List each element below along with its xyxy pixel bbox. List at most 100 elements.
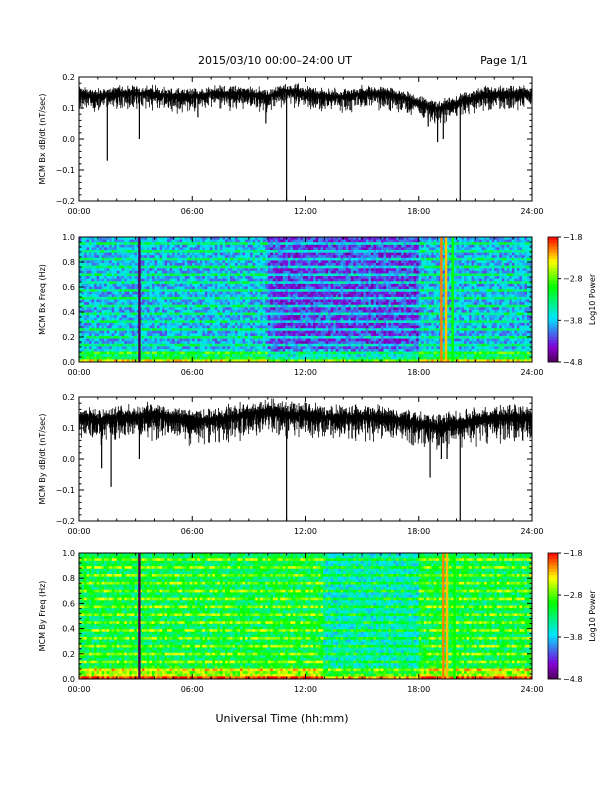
- heatmap-cell: [270, 294, 274, 298]
- heatmap-cell: [212, 343, 216, 347]
- heatmap-cell: [189, 273, 193, 277]
- heatmap-cell: [272, 250, 276, 254]
- heatmap-cell: [272, 265, 276, 269]
- heatmap-cell: [172, 307, 176, 311]
- heatmap-cell: [305, 338, 309, 342]
- heatmap-cell: [174, 237, 178, 240]
- heatmap-cell: [235, 348, 238, 352]
- heatmap-cell: [184, 268, 188, 272]
- heatmap-cell: [280, 322, 284, 326]
- heatmap-cell: [149, 354, 153, 358]
- heatmap-cell: [310, 270, 314, 274]
- heatmap-cell: [189, 242, 193, 246]
- heatmap-cell: [252, 312, 256, 316]
- heatmap-cell: [101, 286, 105, 290]
- heatmap-cell: [109, 242, 113, 246]
- heatmap-cell: [96, 346, 100, 350]
- heatmap-cell: [91, 281, 95, 285]
- heatmap-cell: [172, 263, 176, 267]
- heatmap-cell: [104, 312, 108, 316]
- heatmap-cell: [297, 309, 301, 313]
- heatmap-cell: [287, 291, 291, 295]
- heatmap-cell: [104, 265, 108, 269]
- heatmap-cell: [202, 294, 206, 298]
- heatmap-cell: [265, 291, 269, 295]
- heatmap-cell: [290, 268, 294, 272]
- heatmap-cell: [315, 268, 319, 272]
- heatmap-cell: [209, 296, 213, 300]
- heatmap-cell: [297, 348, 301, 352]
- heatmap-cell: [240, 250, 243, 254]
- heatmap-cell: [139, 299, 143, 303]
- heatmap-cell: [242, 283, 246, 287]
- heatmap-cell: [315, 351, 319, 355]
- heatmap-cell: [280, 265, 284, 269]
- heatmap-cell: [189, 291, 193, 295]
- heatmap-cell: [162, 278, 165, 282]
- heatmap-cell: [119, 338, 123, 342]
- heatmap-cell: [91, 289, 95, 293]
- heatmap-cell: [81, 330, 85, 334]
- heatmap-cell: [333, 270, 337, 274]
- heatmap-cell: [209, 260, 213, 264]
- heatmap-cell: [227, 289, 231, 293]
- heatmap-cell: [333, 307, 337, 311]
- heatmap-cell: [154, 276, 158, 280]
- heatmap-cell: [169, 304, 173, 308]
- heatmap-cell: [315, 242, 319, 246]
- heatmap-cell: [199, 343, 203, 347]
- heatmap-cell: [106, 359, 110, 363]
- heatmap-cell: [189, 270, 193, 274]
- heatmap-cell: [257, 356, 261, 360]
- heatmap-cell: [89, 320, 92, 324]
- heatmap-cell: [192, 242, 196, 246]
- heatmap-cell: [202, 328, 206, 332]
- heatmap-cell: [305, 356, 309, 360]
- heatmap-cell: [315, 250, 319, 254]
- heatmap-cell: [280, 328, 284, 332]
- heatmap-cell: [257, 348, 261, 352]
- heatmap-cell: [151, 341, 155, 345]
- heatmap-cell: [305, 252, 309, 256]
- heatmap-cell: [124, 312, 128, 316]
- heatmap-cell: [126, 286, 130, 290]
- heatmap-cell: [99, 322, 103, 326]
- heatmap-cell: [247, 317, 251, 321]
- heatmap-cell: [305, 242, 309, 246]
- heatmap-cell: [245, 328, 249, 332]
- heatmap-cell: [169, 296, 173, 300]
- heatmap-cell: [169, 315, 173, 319]
- heatmap-cell: [184, 294, 188, 298]
- heatmap-cell: [265, 250, 269, 254]
- heatmap-cell: [84, 307, 87, 311]
- heatmap-cell: [262, 309, 266, 313]
- heatmap-cell: [313, 341, 316, 345]
- heatmap-cell: [227, 338, 231, 342]
- heatmap-cell: [295, 335, 299, 339]
- heatmap-cell: [114, 247, 118, 251]
- heatmap-cell: [202, 330, 206, 334]
- heatmap-cell: [237, 244, 241, 248]
- heatmap-cell: [305, 276, 309, 280]
- x-tick-label: 06:00: [181, 207, 204, 216]
- heatmap-cell: [305, 325, 309, 329]
- heatmap-cell: [187, 356, 191, 360]
- heatmap-cell: [177, 322, 181, 326]
- heatmap-cell: [129, 317, 133, 321]
- heatmap-cell: [282, 315, 286, 319]
- heatmap-cell: [109, 281, 113, 285]
- heatmap-cell: [192, 322, 196, 326]
- heatmap-cell: [202, 278, 206, 282]
- heatmap-cell: [320, 283, 324, 287]
- heatmap-cell: [116, 343, 120, 347]
- heatmap-cell: [169, 312, 173, 316]
- heatmap-cell: [320, 239, 324, 243]
- heatmap-cell: [86, 291, 90, 295]
- heatmap-cell: [250, 239, 254, 243]
- heatmap-cell: [300, 351, 304, 355]
- heatmap-cell: [320, 328, 324, 332]
- heatmap-cell: [126, 333, 130, 337]
- heatmap-cell: [106, 354, 110, 358]
- heatmap-cell: [129, 281, 133, 285]
- heatmap-cell: [235, 273, 238, 277]
